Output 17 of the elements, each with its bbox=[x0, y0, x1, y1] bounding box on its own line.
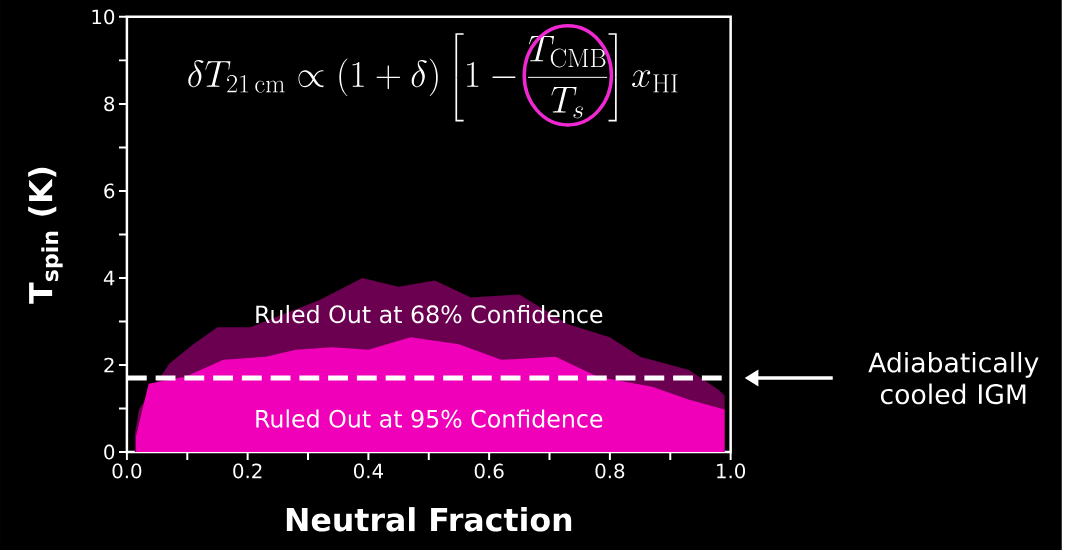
y-tick-label: 4 bbox=[103, 270, 115, 286]
x-axis-title: Neutral Fraction bbox=[286, 507, 572, 532]
y-tick-label: 6 bbox=[104, 183, 115, 199]
y-tick-label: 0 bbox=[104, 444, 115, 460]
y-tick-label: 10 bbox=[92, 9, 115, 25]
x-tick-label: 1.0 bbox=[717, 463, 746, 479]
annotation: Ruled Out at 95% Confidence bbox=[256, 409, 603, 428]
x-tick-label: 0.8 bbox=[595, 463, 625, 479]
x-tick-label: 0.2 bbox=[233, 463, 262, 479]
y-tick-label: 2 bbox=[104, 357, 114, 373]
annotation: Ruled Out at 68% Confidence bbox=[256, 304, 603, 324]
x-tick-label: 0.4 bbox=[353, 463, 383, 479]
ref-line-label: Adiabatically cooled IGM bbox=[868, 351, 1039, 405]
y-axis-title: T$_{spin}$ (K) bbox=[28, 167, 63, 304]
y-tick-label: 8 bbox=[104, 96, 115, 112]
x-tick-label: 0.0 bbox=[112, 463, 142, 479]
x-tick-label: 0.6 bbox=[474, 463, 504, 479]
